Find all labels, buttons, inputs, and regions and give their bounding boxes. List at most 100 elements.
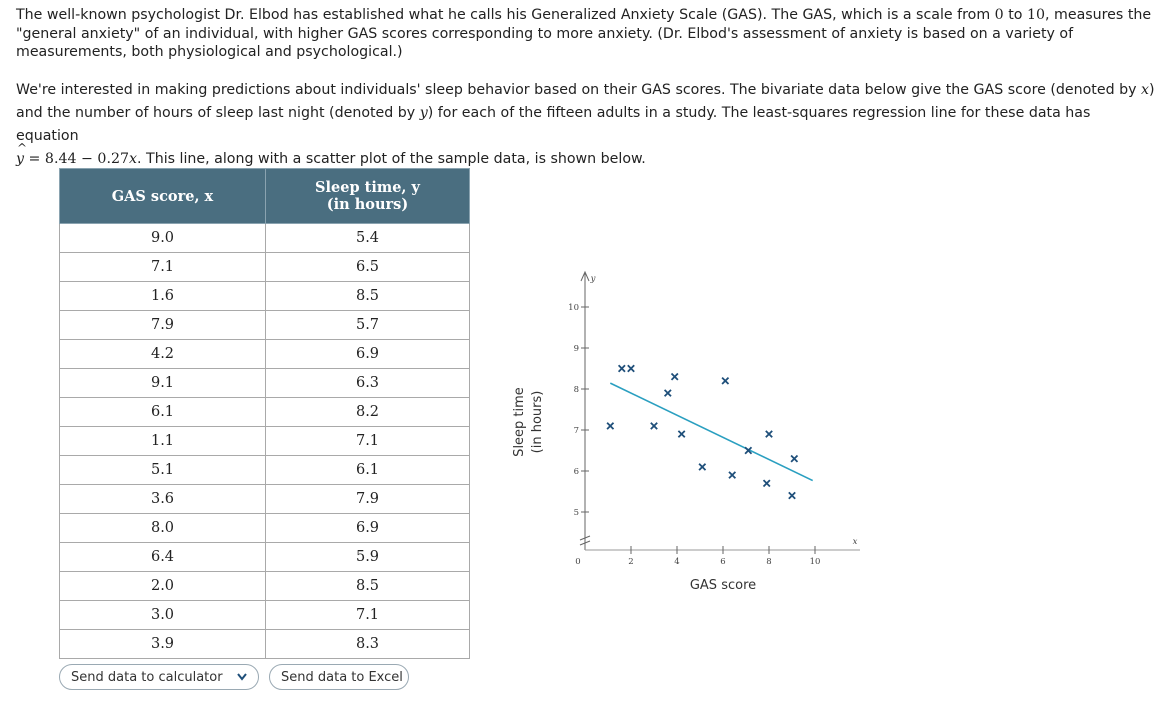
table-row: 4.2 6.9 <box>59 339 470 369</box>
table-row: 7.9 5.7 <box>59 310 470 340</box>
send-to-excel-label: Send data to Excel <box>281 669 403 685</box>
data-point <box>744 446 753 455</box>
sleep-time-cell: 8.3 <box>265 629 470 659</box>
intro-text: ) and the number of hours of sleep last … <box>16 82 1155 121</box>
data-point <box>762 479 771 488</box>
origin-label: 0 <box>575 557 580 567</box>
x-tick-label: 6 <box>720 557 725 567</box>
x-tick-label: 10 <box>810 557 821 567</box>
table-row: 9.1 6.3 <box>59 368 470 398</box>
table-row: 8.0 6.9 <box>59 513 470 543</box>
data-point <box>788 491 796 500</box>
column-header-line1: Sleep time, y <box>315 179 420 196</box>
column-header-sleep: Sleep time, y (in hours) <box>265 168 470 224</box>
table-row: 6.4 5.9 <box>59 542 470 572</box>
table-row: 7.1 6.5 <box>59 252 470 282</box>
math-y: y <box>419 105 428 121</box>
sleep-time-cell: 8.5 <box>265 571 470 601</box>
send-to-calculator-button[interactable]: Send data to calculator <box>59 664 259 690</box>
gas-score-cell: 1.6 <box>59 281 266 311</box>
gas-score-cell: 5.1 <box>59 455 266 485</box>
y-axis-arrow-icon <box>580 270 590 282</box>
scatter-plot: y x 0 5 6 7 8 9 10 2 4 6 8 10 GAS score Sleep time (in h… <box>512 270 860 593</box>
gas-score-cell: 3.0 <box>59 600 266 630</box>
table-row: 3.9 8.3 <box>59 629 470 659</box>
table-row: 9.0 5.4 <box>59 223 470 253</box>
axis-break-icon <box>579 535 591 546</box>
data-point <box>606 422 615 430</box>
sleep-time-cell: 6.9 <box>265 339 470 369</box>
gas-score-cell: 4.2 <box>59 339 266 369</box>
send-to-calculator-label: Send data to calculator <box>71 669 223 685</box>
data-point <box>627 364 635 373</box>
intro-paragraph-2: We're interested in making predictions a… <box>16 79 1156 171</box>
chevron-down-icon[interactable] <box>236 669 248 689</box>
gas-score-cell: 1.1 <box>59 426 266 456</box>
math-ten: 10 <box>1026 7 1046 23</box>
y-axis-label: Sleep time (in hours) <box>512 387 545 457</box>
gas-score-cell: 2.0 <box>59 571 266 601</box>
data-point <box>617 364 626 373</box>
y-tick-label: 8 <box>574 385 579 395</box>
table-header-row: GAS score, x Sleep time, y (in hours) <box>59 168 470 224</box>
intro-text: ) for each of the fifteen adults in a st… <box>16 105 1091 144</box>
gas-score-cell: 3.9 <box>59 629 266 659</box>
x-tick-label: 2 <box>628 557 633 567</box>
data-point <box>677 430 686 438</box>
equation-y-hat: y <box>16 137 27 171</box>
column-header-gas: GAS score, x <box>59 168 266 224</box>
y-tick-label: 9 <box>574 344 579 354</box>
data-point <box>663 389 672 397</box>
table-row: 2.0 8.5 <box>59 571 470 601</box>
intro-text: We're interested in making predictions a… <box>16 82 1142 98</box>
sleep-time-cell: 8.5 <box>265 281 470 311</box>
y-axis-label-line1: Sleep time <box>512 387 527 457</box>
math-x: x <box>1141 82 1150 98</box>
column-header-line2: (in hours) <box>326 196 409 213</box>
x-axis-symbol: x <box>853 537 858 547</box>
gas-score-cell: 8.0 <box>59 513 266 543</box>
gas-score-cell: 9.0 <box>59 223 266 253</box>
gas-score-cell: 6.1 <box>59 397 266 427</box>
intro-text: to <box>1003 7 1027 23</box>
table-row: 1.1 7.1 <box>59 426 470 456</box>
sleep-time-cell: 8.2 <box>265 397 470 427</box>
regression-line <box>609 382 814 482</box>
data-point <box>698 463 707 471</box>
data-point <box>670 372 679 381</box>
sleep-time-cell: 6.1 <box>265 455 470 485</box>
x-tick-label: 4 <box>674 557 679 567</box>
table-row: 6.1 8.2 <box>59 397 470 427</box>
send-to-excel-button[interactable]: Send data to Excel <box>269 664 409 690</box>
y-axis-symbol: y <box>590 274 596 284</box>
sleep-time-cell: 5.9 <box>265 542 470 572</box>
gas-score-cell: 7.9 <box>59 310 266 340</box>
sleep-time-cell: 7.1 <box>265 600 470 630</box>
data-table: GAS score, x Sleep time, y (in hours) 9.0… <box>59 168 470 659</box>
math-zero: 0 <box>994 7 1004 23</box>
gas-score-cell: 9.1 <box>59 368 266 398</box>
sleep-time-cell: 5.4 <box>265 223 470 253</box>
sleep-time-cell: 6.9 <box>265 513 470 543</box>
y-tick-label: 6 <box>574 467 579 477</box>
data-point <box>765 430 773 438</box>
table-row: 3.0 7.1 <box>59 600 470 630</box>
equation-x: x <box>129 151 138 167</box>
sleep-time-cell: 5.7 <box>265 310 470 340</box>
intro-text: , measures the "general anxiety" of an i… <box>16 7 1152 60</box>
table-row: 3.6 7.9 <box>59 484 470 514</box>
intro-paragraph-1: The well-known psychologist Dr. Elbod ha… <box>16 6 1156 62</box>
y-axis-label-line2: (in hours) <box>530 391 545 454</box>
sleep-time-cell: 6.3 <box>265 368 470 398</box>
y-tick-label: 7 <box>574 426 579 436</box>
gas-score-cell: 6.4 <box>59 542 266 572</box>
table-row: 1.6 8.5 <box>59 281 470 311</box>
data-point <box>650 422 658 430</box>
table-body: 9.0 5.4 7.1 6.5 1.6 8.5 7.9 5.7 4.2 6.9 9.1 6.3 6.1 8… <box>59 223 470 659</box>
gas-score-cell: 7.1 <box>59 252 266 282</box>
sleep-time-cell: 7.1 <box>265 426 470 456</box>
x-tick-label: 8 <box>766 557 771 567</box>
data-point <box>721 376 730 385</box>
y-tick-label: 5 <box>574 508 579 518</box>
intro-text: The well-known psychologist Dr. Elbod ha… <box>16 7 995 23</box>
